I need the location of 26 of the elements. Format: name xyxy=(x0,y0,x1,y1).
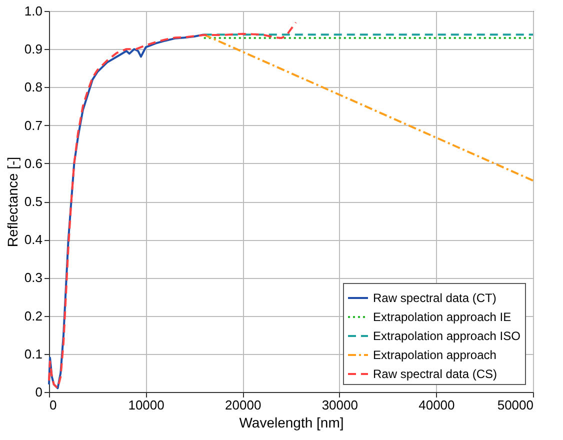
y-tick-label: 0.9 xyxy=(24,42,42,57)
legend-label: Extrapolation approach xyxy=(373,348,496,362)
x-tick-label: 40000 xyxy=(418,398,455,412)
y-axis-title: Reflectance [-] xyxy=(4,156,20,248)
y-tick-label: 0.6 xyxy=(24,156,42,171)
y-tick-label: 0.5 xyxy=(24,194,42,209)
x-tick-label: 20000 xyxy=(225,398,262,412)
x-tick-label: 0 xyxy=(50,398,57,412)
x-tick-label: 50000 xyxy=(497,398,534,412)
line-series xyxy=(48,34,205,390)
x-tick-label: 30000 xyxy=(322,398,358,412)
y-tick-label: 0.2 xyxy=(24,308,42,324)
legend-label: Extrapolation approach ISO xyxy=(373,329,520,343)
y-tick-label: 0.7 xyxy=(24,118,42,133)
y-tick-label: 1.0 xyxy=(24,4,42,18)
y-tick-label: 0.1 xyxy=(24,346,42,362)
y-tick-label: 0.4 xyxy=(24,232,42,248)
legend-label: Raw spectral data (CT) xyxy=(373,291,496,305)
legend-label: Raw spectral data (CS) xyxy=(373,367,498,381)
y-tick-label: 0.3 xyxy=(24,270,42,286)
y-tick-label: 0.8 xyxy=(24,80,42,95)
legend-label: Extrapolation approach IE xyxy=(373,310,512,324)
y-tick-label: 0 xyxy=(35,384,42,400)
line-series xyxy=(48,21,297,390)
x-tick-label: 10000 xyxy=(128,398,164,412)
x-axis-title: Wavelength [nm] xyxy=(239,414,344,430)
